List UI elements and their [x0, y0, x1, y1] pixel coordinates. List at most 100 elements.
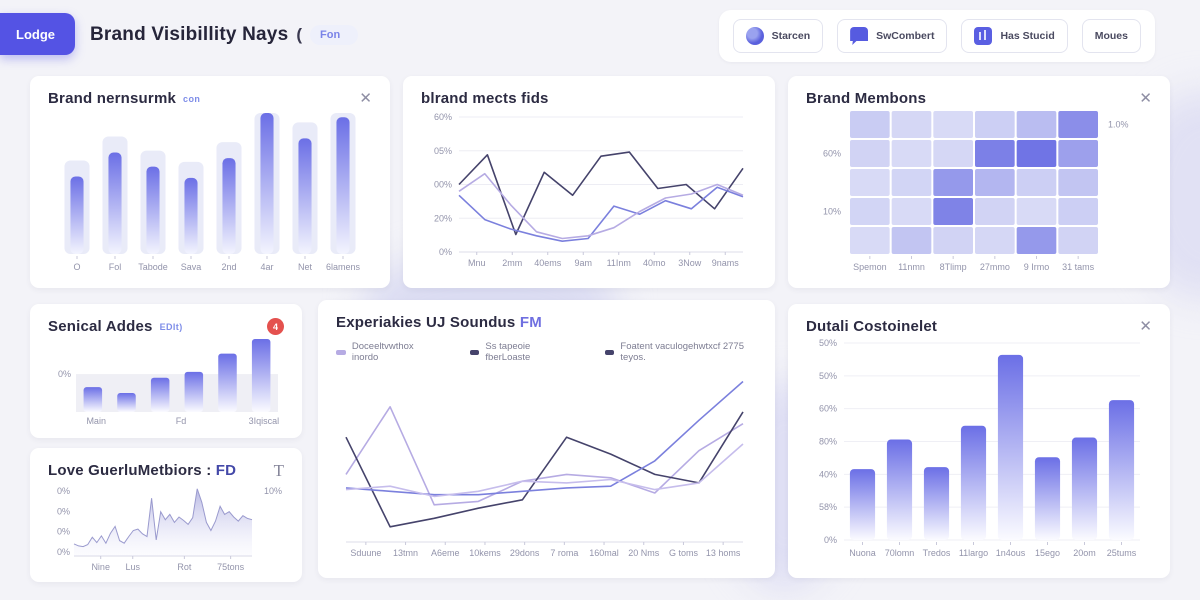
svg-text:20%: 20%: [434, 213, 452, 223]
page-title: Brand Visibillity Nays: [90, 24, 289, 45]
svg-text:11largo: 11largo: [959, 548, 988, 558]
svg-text:6lamens: 6lamens: [326, 262, 361, 272]
svg-text:1n4ous: 1n4ous: [996, 548, 1026, 558]
svg-text:7 roma: 7 roma: [550, 548, 578, 558]
svg-text:20om: 20om: [1073, 548, 1096, 558]
alert-badge[interactable]: 4: [267, 318, 284, 335]
svg-text:4ar: 4ar: [260, 262, 273, 272]
svg-text:05%: 05%: [434, 146, 452, 156]
svg-text:40ems: 40ems: [534, 258, 562, 268]
card-title: Love GuerluMetbiors : FD: [48, 462, 237, 479]
button-label: Starcen: [771, 30, 811, 42]
card-title: Experiakies UJ Soundus FM: [336, 314, 542, 331]
brand-membons-heatmap: 60% 10% 1.0% Spemon 11nmn 8Tlimp 27mmo 9 I…: [806, 107, 1152, 278]
svg-text:00%: 00%: [434, 180, 452, 190]
svg-text:9nams: 9nams: [712, 258, 740, 268]
svg-text:10kems: 10kems: [469, 548, 501, 558]
card-love-guerlumetbiors: Love GuerluMetbiors : FD T 0% 0% 0% 0% 10% N…: [30, 448, 302, 582]
svg-text:50%: 50%: [819, 338, 837, 348]
svg-text:8Tlimp: 8Tlimp: [940, 262, 967, 272]
svg-text:Net: Net: [298, 262, 313, 272]
svg-text:Fol: Fol: [109, 262, 122, 272]
svg-text:10%: 10%: [264, 486, 282, 496]
title-paren: (: [296, 25, 303, 44]
svg-text:Tredos: Tredos: [923, 548, 951, 558]
svg-text:31 tams: 31 tams: [1062, 262, 1095, 272]
legend-item: Doceeltvwthox inordo: [336, 341, 434, 363]
card-brand-mects: blrand mects fids 60% 05% 00% 20% 0% Mnu 2mm…: [403, 76, 775, 288]
svg-text:20 Nms: 20 Nms: [628, 548, 660, 558]
svg-text:G toms: G toms: [669, 548, 699, 558]
close-icon[interactable]: ✕: [1139, 318, 1152, 335]
svg-text:9 Irmo: 9 Irmo: [1024, 262, 1050, 272]
svg-text:13 homs: 13 homs: [706, 548, 741, 558]
svg-text:1.0%: 1.0%: [1108, 120, 1129, 130]
svg-text:27mmo: 27mmo: [980, 262, 1010, 272]
svg-text:10%: 10%: [823, 207, 841, 217]
dutali-bar-chart: 50% 50% 60% 80% 40% 58% 0% Nuona 70lomn Tredos…: [806, 335, 1152, 568]
svg-text:Mnu: Mnu: [468, 258, 486, 268]
card-title: Dutali Costoinelet: [806, 318, 938, 335]
legend-item: Ss tapeoie fberLoaste: [469, 341, 569, 363]
has-stucid-button[interactable]: Has Stucid: [961, 19, 1068, 53]
card-subtag: EDIt): [159, 321, 183, 332]
svg-text:Spemon: Spemon: [853, 262, 887, 272]
svg-text:60%: 60%: [434, 112, 452, 122]
svg-text:Nine: Nine: [91, 562, 110, 572]
svg-text:29dons: 29dons: [510, 548, 540, 558]
card-title: blrand mects fids: [421, 90, 549, 107]
header-actions: Starcen SwCombert Has Stucid Moues: [718, 10, 1155, 62]
svg-text:50%: 50%: [819, 371, 837, 381]
card-title: Brand nernsurmk: [48, 90, 177, 107]
close-icon[interactable]: ✕: [359, 90, 372, 107]
card-subtag: con: [183, 93, 201, 104]
svg-text:3Iqiscal: 3Iqiscal: [249, 416, 280, 426]
moues-button[interactable]: Moues: [1081, 19, 1141, 53]
svg-text:Sava: Sava: [181, 262, 202, 272]
title-tag[interactable]: Fon: [310, 25, 359, 45]
svg-text:11nmn: 11nmn: [898, 262, 925, 272]
love-guerlu-area-chart: 0% 0% 0% 0% 10% Nine Lus Rot 75tons: [48, 479, 284, 572]
svg-text:0%: 0%: [57, 527, 70, 537]
svg-text:Rot: Rot: [177, 562, 192, 572]
svg-text:11Inm: 11Inm: [607, 258, 631, 268]
swcombert-button[interactable]: SwCombert: [837, 19, 948, 53]
svg-text:Lus: Lus: [125, 562, 140, 572]
close-icon[interactable]: ✕: [1139, 90, 1152, 107]
svg-text:160mal: 160mal: [589, 548, 619, 558]
svg-text:2mm: 2mm: [502, 258, 522, 268]
svg-text:Main: Main: [86, 416, 106, 426]
button-label: SwCombert: [876, 30, 935, 42]
svg-text:0%: 0%: [57, 506, 70, 516]
legend-item: Foatent vaculogehwtxcf 2775 teyos.: [604, 341, 757, 363]
svg-text:2nd: 2nd: [221, 262, 236, 272]
svg-text:25tums: 25tums: [1107, 548, 1137, 558]
svg-text:60%: 60%: [819, 404, 837, 414]
svg-text:75tons: 75tons: [217, 562, 245, 572]
app-header: Lodge Brand Visibillity Nays ( Fon Starc…: [0, 0, 1200, 70]
chart-legend: Doceeltvwthox inordo Ss tapeoie fberLoas…: [336, 341, 757, 363]
svg-text:13tmn: 13tmn: [393, 548, 418, 558]
starcen-button[interactable]: Starcen: [732, 19, 824, 53]
card-brand-membons: Brand Membons ✕ 60% 10% 1.0% Spemon 11nmn …: [788, 76, 1170, 288]
button-label: Moues: [1094, 30, 1128, 42]
text-tool-icon[interactable]: T: [273, 461, 284, 480]
svg-text:80%: 80%: [819, 437, 837, 447]
svg-text:60%: 60%: [823, 149, 841, 159]
svg-text:70lomn: 70lomn: [885, 548, 915, 558]
app-logo[interactable]: Lodge: [0, 13, 75, 55]
card-title: Senical Addes: [48, 318, 153, 335]
svg-text:Nuona: Nuona: [849, 548, 876, 558]
brand-mects-line-chart: 60% 05% 00% 20% 0% Mnu 2mm 40ems 9am 11Inm 4…: [421, 107, 757, 278]
svg-text:A6eme: A6eme: [431, 548, 460, 558]
globe-icon: [745, 27, 764, 45]
svg-text:40%: 40%: [819, 469, 837, 479]
svg-text:0%: 0%: [57, 547, 70, 557]
svg-text:0%: 0%: [439, 247, 452, 257]
legend-swatch: [469, 349, 480, 355]
svg-text:3Now: 3Now: [678, 258, 702, 268]
svg-text:Fd: Fd: [176, 416, 187, 426]
svg-text:0%: 0%: [58, 369, 71, 379]
card-title-accent: FM: [519, 314, 542, 331]
legend-swatch: [336, 349, 346, 355]
